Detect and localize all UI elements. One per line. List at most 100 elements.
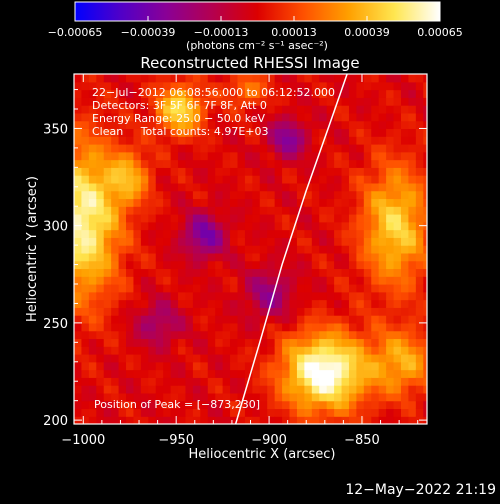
heatmap-cell [326, 252, 335, 262]
heatmap-cell [148, 182, 157, 192]
heatmap-cell [200, 182, 209, 192]
heatmap-cell [326, 97, 335, 106]
heatmap-cell [148, 346, 157, 355]
heatmap-cell [207, 245, 216, 254]
heatmap-cell [408, 229, 417, 238]
heatmap-cell [88, 167, 97, 176]
heatmap-cell [111, 74, 120, 83]
colorbar-unit-label: (photons cm⁻² s⁻¹ asec⁻²) [186, 39, 328, 52]
heatmap-cell [170, 97, 179, 106]
heatmap-cell [163, 229, 172, 238]
heatmap-cell [274, 151, 283, 161]
heatmap-cell [326, 322, 335, 332]
heatmap-cell [348, 315, 357, 324]
heatmap-cell [393, 120, 402, 130]
heatmap-cell [96, 392, 105, 402]
heatmap-cell [363, 354, 372, 363]
heatmap-cell [400, 338, 410, 347]
heatmap-cell [185, 385, 194, 394]
heatmap-cell [163, 97, 172, 106]
heatmap-cell [185, 307, 194, 316]
heatmap-cell [237, 97, 246, 106]
heatmap-cell [103, 214, 112, 223]
heatmap-cell [296, 260, 305, 270]
heatmap-cell [326, 120, 335, 130]
heatmap-cell [393, 190, 402, 200]
heatmap-cell [230, 354, 239, 363]
heatmap-cell [192, 182, 201, 192]
heatmap-cell [334, 416, 343, 424]
heatmap-cell [222, 330, 231, 340]
heatmap-cell [363, 408, 372, 417]
heatmap-cell [282, 221, 291, 231]
heatmap-cell [244, 268, 253, 277]
heatmap-cell [88, 89, 97, 98]
heatmap-cell [274, 315, 283, 324]
heatmap-cell [118, 245, 127, 254]
heatmap-cell [222, 322, 231, 332]
heatmap-cell [74, 276, 83, 285]
heatmap-cell [88, 214, 97, 223]
heatmap-cell [185, 369, 194, 378]
heatmap-cell [423, 120, 427, 130]
heatmap-cell [386, 190, 395, 200]
heatmap-cell [267, 377, 276, 386]
heatmap-cell [81, 74, 90, 83]
heatmap-cell [341, 245, 350, 254]
heatmap-cell [393, 136, 402, 145]
heatmap-cell [296, 307, 305, 316]
heatmap-cell [96, 198, 105, 207]
heatmap-cell [222, 252, 231, 262]
heatmap-cell [393, 268, 402, 277]
heatmap-cell [282, 74, 291, 83]
heatmap-cell [423, 214, 427, 223]
heatmap-cell [356, 245, 365, 254]
heatmap-cell [393, 74, 402, 83]
heatmap-cell [259, 392, 268, 402]
heatmap-cell [252, 354, 261, 363]
heatmap-cell [88, 198, 97, 207]
heatmap-cell [274, 190, 283, 200]
heatmap-cell [400, 392, 410, 402]
heatmap-cell [319, 291, 328, 301]
heatmap-cell [207, 151, 216, 161]
heatmap-cell [348, 182, 357, 192]
heatmap-cell [415, 74, 424, 83]
heatmap-cell [207, 167, 216, 176]
heatmap-cell [207, 105, 216, 114]
heatmap-cell [378, 260, 387, 270]
heatmap-cell [118, 206, 127, 215]
heatmap-cell [118, 369, 127, 378]
heatmap-cell [230, 291, 239, 301]
heatmap-cell [386, 322, 395, 332]
heatmap-cell [192, 315, 201, 324]
heatmap-cell [400, 408, 410, 417]
heatmap-cell [237, 151, 246, 161]
heatmap-cell [267, 182, 276, 192]
heatmap-cell [74, 291, 83, 301]
heatmap-cell [319, 105, 328, 114]
heatmap-cell [133, 221, 142, 231]
heatmap-cell [267, 369, 276, 378]
heatmap-cell [148, 307, 157, 316]
heatmap-cell [140, 89, 149, 98]
heatmap-cell [74, 338, 83, 347]
heatmap-cell [103, 284, 112, 293]
heatmap-cell [230, 74, 239, 83]
heatmap-cell [192, 408, 201, 417]
heatmap-cell [215, 330, 224, 340]
heatmap-cell [185, 105, 194, 114]
heatmap-cell [415, 245, 424, 254]
heatmap-cell [207, 252, 216, 262]
heatmap-cell [81, 214, 90, 223]
heatmap-cell [319, 400, 328, 410]
heatmap-cell [103, 151, 112, 161]
heatmap-cell [185, 190, 194, 200]
heatmap-cell [356, 74, 365, 83]
heatmap-cell [170, 229, 179, 238]
heatmap-cell [215, 167, 224, 176]
heatmap-cell [341, 229, 350, 238]
heatmap-cell [289, 392, 298, 402]
heatmap-cell [111, 175, 120, 184]
heatmap-cell [170, 81, 179, 91]
